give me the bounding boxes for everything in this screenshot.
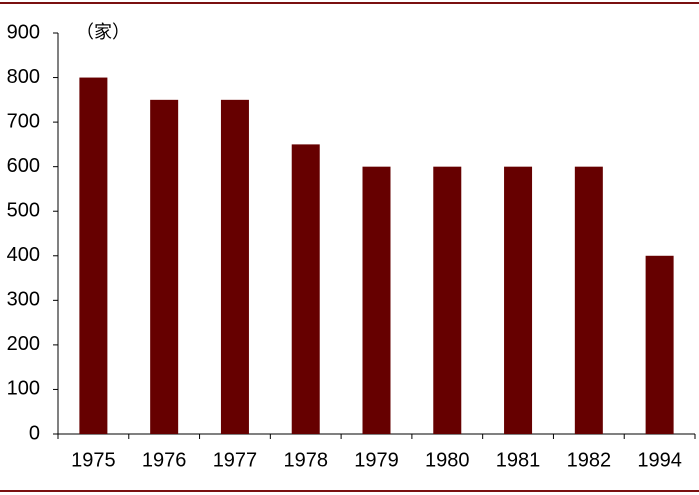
y-axis-label: （家） [76,22,130,42]
y-tick-label: 500 [7,200,40,222]
bar [504,166,533,434]
y-tick-label: 800 [7,66,40,88]
x-tick-label: 1976 [142,449,187,471]
x-tick-label: 1994 [637,449,682,471]
y-tick-label: 400 [7,244,40,266]
y-tick-label: 900 [7,21,40,43]
bar [433,166,462,434]
x-tick-label: 1979 [354,449,399,471]
bar [362,166,391,434]
y-tick-label: 300 [7,289,40,311]
bar [645,255,674,434]
y-tick-label: 200 [7,333,40,355]
bar [79,77,108,435]
bar [574,166,603,434]
x-tick-label: 1980 [425,449,470,471]
y-tick-label: 700 [7,110,40,132]
x-tick-label: 1978 [283,449,328,471]
y-tick-label: 0 [29,422,40,444]
bar [150,99,179,434]
y-tick-label: 600 [7,155,40,177]
bar [220,99,249,434]
x-tick-label: 1981 [496,449,541,471]
x-tick-label: 1982 [567,449,612,471]
y-tick-label: 100 [7,378,40,400]
bar [291,144,320,434]
x-tick-label: 1975 [71,449,116,471]
x-tick-label: 1977 [213,449,258,471]
